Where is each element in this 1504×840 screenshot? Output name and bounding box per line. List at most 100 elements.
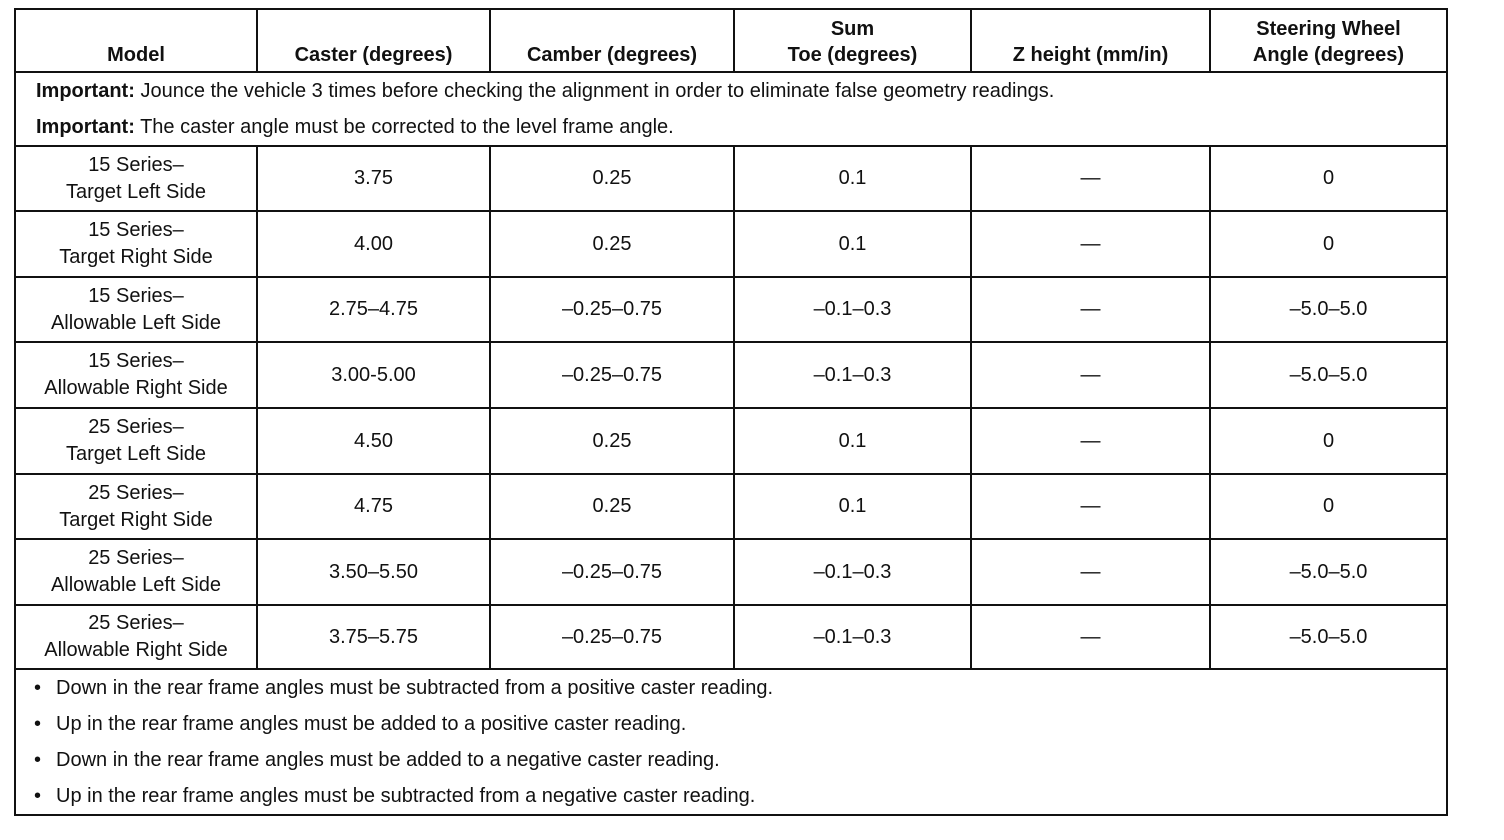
cell-text: –0.1–0.3 (813, 625, 892, 648)
cell-text: –0.25–0.75 (561, 298, 663, 320)
model-line: 15 Series– (88, 153, 184, 176)
cell-text: — (1080, 625, 1101, 648)
cell-text: 4.50 (354, 429, 393, 452)
cell-text: 2.75–4.75 (329, 298, 418, 320)
cell-text: 0.1 (838, 167, 867, 189)
value-cell: 0 (1209, 145, 1448, 212)
header-line: Caster (degrees) (294, 44, 453, 66)
important-cell: Important: Jounce the vehicle 3 times be… (14, 71, 1448, 147)
model-cell: 15 Series– Target Left Side (14, 145, 258, 212)
cell-text: — (1080, 298, 1101, 320)
value-cell: — (970, 276, 1211, 343)
model-line: Target Right Side (59, 508, 213, 531)
model-line: Target Right Side (59, 246, 213, 268)
header-cell: Camber (degrees) (489, 8, 735, 73)
data-row: 25 Series– Target Left Side 4.50 0.25 0.1 — 0 (14, 407, 1448, 475)
data-row: 25 Series– Target Right Side 4.75 0.25 0.1 — 0 (14, 473, 1448, 540)
cell-text: 0.1 (838, 495, 867, 517)
value-cell: — (970, 604, 1211, 670)
cell-text: 3.75–5.75 (329, 625, 418, 648)
value-cell: –0.25–0.75 (489, 604, 735, 670)
cell-text: –0.1–0.3 (813, 363, 892, 386)
cell-text: –0.25–0.75 (561, 560, 663, 583)
model-line: Target Left Side (65, 180, 207, 203)
model-cell: 25 Series– Target Left Side (14, 407, 258, 475)
model-cell: 15 Series– Allowable Right Side (14, 341, 258, 409)
data-row: 25 Series– Allowable Right Side 3.75–5.75 –… (14, 604, 1448, 670)
data-row: 15 Series– Allowable Right Side 3.00-5.00 –… (14, 341, 1448, 409)
header-cell: Z height (mm/in) (970, 8, 1211, 73)
cell-text: 0.1 (838, 429, 867, 452)
value-cell: –0.1–0.3 (733, 276, 972, 343)
important-note: Important: The caster angle must be corr… (36, 109, 1446, 145)
value-cell: 0.25 (489, 473, 735, 540)
model-line: 25 Series– (88, 612, 184, 634)
value-cell: –0.25–0.75 (489, 341, 735, 409)
important-note: Important: Jounce the vehicle 3 times be… (36, 73, 1446, 109)
cell-text: –0.25–0.75 (561, 625, 663, 648)
model-cell: 15 Series– Target Right Side (14, 210, 258, 278)
model-line: 15 Series– (88, 350, 184, 372)
value-cell: — (970, 145, 1211, 212)
bullet-note: Down in the rear frame angles must be su… (56, 670, 1446, 706)
model-line: Allowable Right Side (44, 639, 228, 661)
model-line: 15 Series– (88, 284, 184, 307)
model-cell: 25 Series– Target Right Side (14, 473, 258, 540)
cell-text: 0.1 (838, 232, 867, 255)
data-row: 15 Series– Allowable Left Side 2.75–4.75 –0… (14, 276, 1448, 343)
value-cell: 0 (1209, 473, 1448, 540)
cell-text: 0 (1322, 429, 1335, 452)
cell-text: 0.25 (592, 495, 632, 517)
value-cell: –0.25–0.75 (489, 276, 735, 343)
cell-text: 4.75 (354, 495, 393, 517)
header-row: Model Caster (degrees) Camber (degrees) Sum… (14, 8, 1448, 73)
header-line: Toe (degrees) (787, 44, 918, 66)
value-cell: –5.0–5.0 (1209, 276, 1448, 343)
cell-text: — (1080, 363, 1101, 386)
cell-text: –5.0–5.0 (1289, 560, 1368, 583)
model-cell: 25 Series– Allowable Right Side (14, 604, 258, 670)
value-cell: 0.1 (733, 473, 972, 540)
cell-text: –0.1–0.3 (813, 298, 892, 320)
header-line: Model (107, 44, 165, 66)
notes-cell: Down in the rear frame angles must be su… (14, 668, 1448, 816)
cell-text: 3.75 (354, 167, 393, 189)
value-cell: 4.75 (256, 473, 491, 540)
cell-text: — (1080, 429, 1101, 452)
model-line: 25 Series– (88, 416, 184, 438)
value-cell: — (970, 341, 1211, 409)
cell-text: — (1080, 232, 1101, 255)
table: Model Caster (degrees) Camber (degrees) Sum… (14, 8, 1448, 816)
value-cell: 3.75 (256, 145, 491, 212)
data-row: 15 Series– Target Left Side 3.75 0.25 0.1 — 0 (14, 145, 1448, 212)
model-line: 25 Series– (88, 547, 184, 569)
cell-text: 0 (1322, 167, 1335, 189)
header-line: Steering Wheel (1256, 18, 1401, 40)
header-line: Camber (degrees) (526, 44, 698, 66)
model-line: 15 Series– (88, 219, 184, 241)
important-text: The caster angle must be corrected to th… (140, 116, 674, 138)
value-cell: –5.0–5.0 (1209, 604, 1448, 670)
value-cell: — (970, 538, 1211, 606)
value-cell: 0 (1209, 407, 1448, 475)
model-line: 25 Series– (88, 481, 184, 504)
value-cell: –5.0–5.0 (1209, 341, 1448, 409)
cell-text: –0.25–0.75 (561, 363, 663, 386)
cell-text: –5.0–5.0 (1289, 625, 1368, 648)
value-cell: 0.1 (733, 407, 972, 475)
header-cell: Caster (degrees) (256, 8, 491, 73)
cell-text: — (1080, 560, 1101, 583)
cell-text: 0 (1322, 232, 1335, 255)
cell-text: 0.25 (592, 232, 632, 255)
header-line: Angle (degrees) (1252, 44, 1405, 66)
header-line: Sum (830, 18, 875, 40)
value-cell: –0.25–0.75 (489, 538, 735, 606)
data-row: 15 Series– Target Right Side 4.00 0.25 0.1 — 0 (14, 210, 1448, 278)
header-line: Z height (mm/in) (1012, 44, 1169, 66)
data-row: 25 Series– Allowable Left Side 3.50–5.50 –0… (14, 538, 1448, 606)
cell-text: — (1080, 167, 1101, 189)
important-text: Jounce the vehicle 3 times before checki… (140, 80, 1055, 102)
cell-text: 4.00 (354, 232, 393, 255)
cell-text: –5.0–5.0 (1289, 363, 1368, 386)
model-line: Allowable Left Side (50, 311, 222, 334)
